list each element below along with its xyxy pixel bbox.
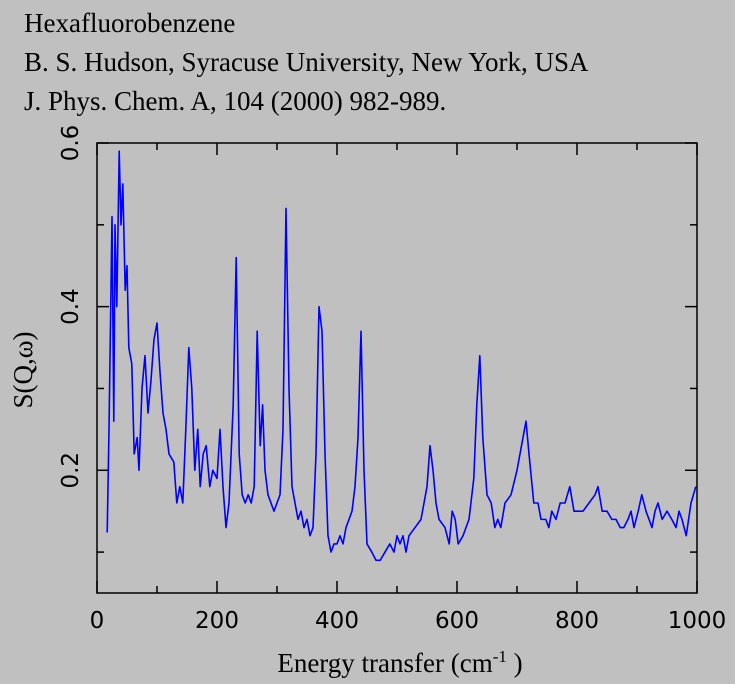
title-line: B. S. Hudson, Syracuse University, New Y… — [24, 47, 589, 77]
x-axis-label-text: ) — [507, 648, 523, 678]
y-tick-label: 0.2 — [58, 452, 84, 489]
x-tick-label: 0 — [90, 608, 105, 634]
x-tick-label: 400 — [315, 608, 359, 634]
x-axis-label: Energy transfer (cm-1 ) — [277, 647, 522, 678]
plot-frame — [96, 142, 698, 594]
title-line: J. Phys. Chem. A, 104 (2000) 982-989. — [24, 86, 446, 116]
x-tick-label: 1000 — [668, 608, 727, 634]
x-axis-label-sup: -1 — [493, 647, 507, 666]
y-tick-label: 0.4 — [58, 288, 84, 325]
y-axis-label: S(Q,ω) — [8, 331, 38, 408]
x-axis-label-text: Energy transfer (cm — [277, 648, 492, 678]
x-tick-label: 800 — [555, 608, 599, 634]
data-line — [106, 150, 697, 562]
x-tick-label: 200 — [195, 608, 239, 634]
y-tick-label: 0.6 — [58, 125, 84, 162]
title-line: Hexafluorobenzene — [24, 8, 235, 38]
x-tick-label: 600 — [435, 608, 479, 634]
